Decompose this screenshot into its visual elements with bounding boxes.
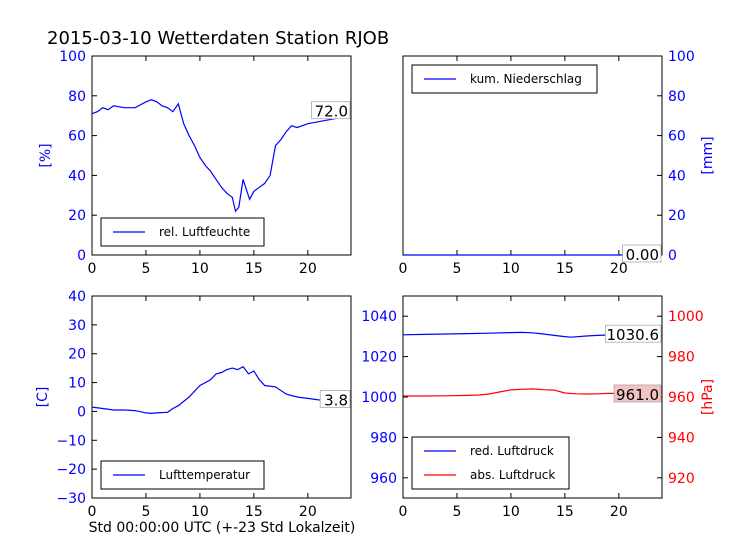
- x-tick-label: 15: [245, 504, 263, 520]
- y-tick-label: 0: [77, 404, 86, 420]
- y2-tick-label: 1000: [668, 309, 704, 325]
- figure-title: 2015-03-10 Wetterdaten Station RJOB: [47, 28, 389, 49]
- y-tick-label: 80: [68, 89, 86, 105]
- last-value-annotation: 0.00: [626, 246, 659, 264]
- x-tick-label: 0: [399, 261, 408, 277]
- legend-label: Lufttemperatur: [159, 468, 250, 482]
- y2-tick-label: 940: [668, 430, 695, 446]
- last-value-annotation-red-box: [613, 384, 662, 403]
- x-tick-label: 5: [141, 261, 150, 277]
- x-tick-label: 15: [556, 261, 574, 277]
- y-tick-label: 100: [668, 49, 695, 65]
- y-tick-label: 60: [668, 129, 686, 145]
- subplot-4: 0 5 10 15 20 960 980 1000 1020 1040 920 940 960 980 10…: [361, 295, 716, 520]
- legend-label: rel. Luftfeuchte: [159, 225, 250, 239]
- y-tick-label: 960: [370, 471, 397, 487]
- y2-tick-label: 980: [668, 350, 695, 366]
- legend-label: kum. Niederschlag: [470, 72, 582, 86]
- last-value-annotation: 3.8: [324, 391, 348, 409]
- series-line: [91, 365, 352, 415]
- legend-box: [411, 436, 570, 490]
- y-axis-label: [hPa]: [700, 379, 716, 415]
- x-tick-label: 20: [610, 504, 628, 520]
- x-tick-label: 15: [556, 504, 574, 520]
- axes-frame: [91, 295, 352, 499]
- x-tick-label: 0: [399, 504, 408, 520]
- y-axis-label: [mm]: [700, 136, 716, 174]
- x-tick-label: 10: [191, 261, 209, 277]
- y-tick-label: 60: [68, 129, 86, 145]
- y-tick-label: 1020: [361, 350, 397, 366]
- x-tick-label: 20: [610, 261, 628, 277]
- subplot-3: 0 5 10 15 20 −30 −20 −10 0 10 20 30 40 [C] Lufttempera…: [35, 289, 352, 520]
- legend-label: abs. Luftdruck: [470, 468, 555, 482]
- axes-frame: [91, 55, 352, 256]
- legend-label: red. Luftdruck: [470, 444, 554, 458]
- y-tick-label: 30: [68, 318, 86, 334]
- last-value-annotation-box: [319, 390, 351, 408]
- last-value-annotation-box: [622, 244, 662, 263]
- last-value-annotation-box: [311, 101, 351, 120]
- y-tick-label: 20: [68, 208, 86, 224]
- series-line: [91, 99, 352, 213]
- x-tick-label: 20: [299, 261, 317, 277]
- last-value-annotation-box: [605, 324, 662, 343]
- y-tick-label: 1000: [361, 390, 397, 406]
- x-tick-label: 10: [502, 261, 520, 277]
- x-tick-label: 0: [88, 504, 97, 520]
- x-tick-label: 15: [245, 261, 263, 277]
- x-tick-label: 5: [452, 504, 461, 520]
- subplot-1: 0 5 10 15 20 0 20 40 60 80 100 [%] rel. Luftfeuchte 7…: [38, 49, 352, 277]
- y-tick-label: −10: [56, 433, 86, 449]
- x-tick-label: 10: [502, 504, 520, 520]
- y-tick-label: 0: [77, 248, 86, 264]
- x-tick-label: 10: [191, 504, 209, 520]
- y-tick-label: −20: [56, 462, 86, 478]
- x-tick-label: 0: [88, 261, 97, 277]
- y-tick-label: 40: [668, 168, 686, 184]
- y-tick-label: 980: [370, 430, 397, 446]
- y2-tick-label: 920: [668, 471, 695, 487]
- subplot-2: 0 5 10 15 20 0 20 40 60 80 100 [mm] kum. Niederschla…: [399, 49, 716, 277]
- y2-tick-label: 960: [668, 390, 695, 406]
- y-tick-label: 10: [68, 376, 86, 392]
- y-tick-label: 0: [668, 248, 677, 264]
- x-axis-label: Std 00:00:00 UTC (+-23 Std Lokalzeit): [89, 520, 356, 536]
- last-value-annotation-red: 961.0: [616, 386, 659, 404]
- y-tick-label: 80: [668, 89, 686, 105]
- y-tick-label: 40: [68, 289, 86, 305]
- last-value-annotation: 1030.6: [607, 326, 660, 344]
- y-tick-label: 20: [668, 208, 686, 224]
- y-tick-label: −30: [56, 491, 86, 507]
- y-axis-label: [%]: [38, 143, 54, 167]
- y-tick-label: 1040: [361, 309, 397, 325]
- last-value-annotation: 72.0: [315, 103, 348, 121]
- y-tick-label: 40: [68, 168, 86, 184]
- y-axis-label: [C]: [35, 387, 51, 408]
- y-tick-label: 20: [68, 347, 86, 363]
- y-tick-label: 100: [59, 49, 86, 65]
- x-tick-label: 20: [299, 504, 317, 520]
- x-tick-label: 5: [141, 504, 150, 520]
- x-tick-label: 5: [452, 261, 461, 277]
